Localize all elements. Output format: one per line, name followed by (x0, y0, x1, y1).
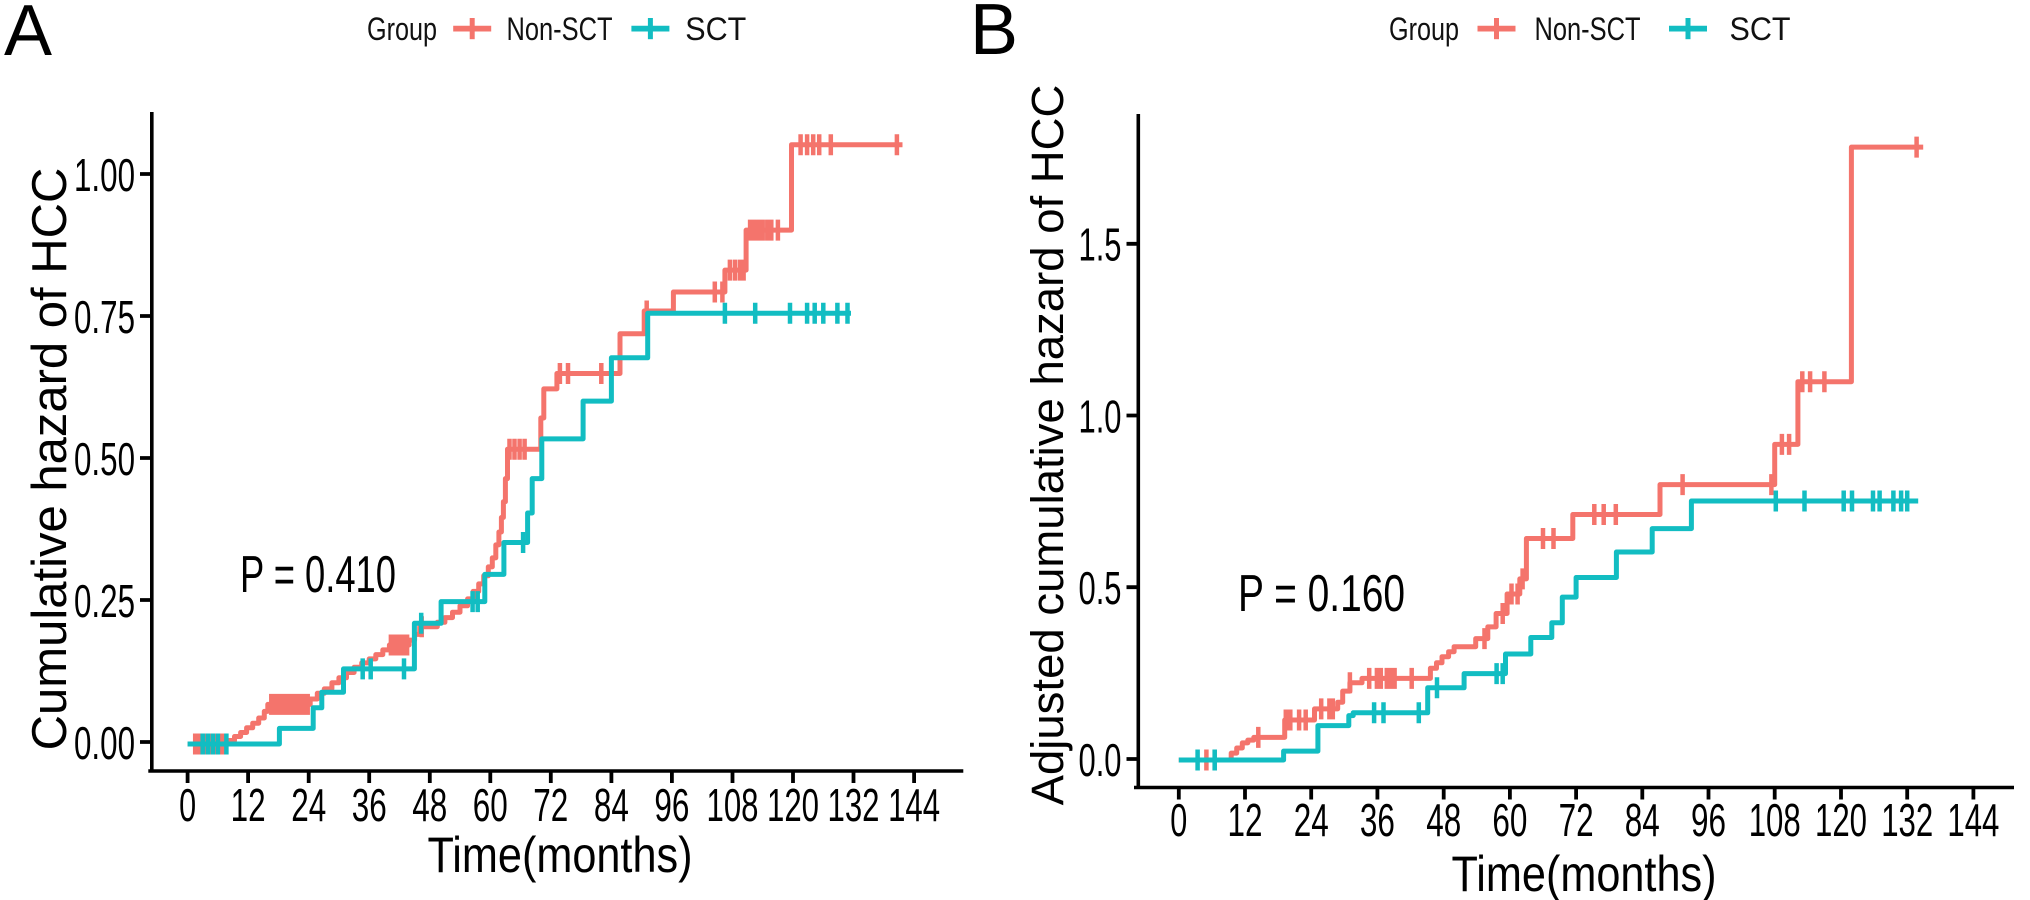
svg-text:0.5: 0.5 (1079, 562, 1122, 614)
svg-text:0.75: 0.75 (74, 291, 135, 343)
svg-text:Group: Group (367, 11, 437, 47)
svg-text:108: 108 (1749, 794, 1801, 846)
svg-text:Cumulative hazard of HCC: Cumulative hazard of HCC (23, 168, 77, 751)
svg-text:96: 96 (654, 779, 689, 831)
svg-text:Non-SCT: Non-SCT (507, 11, 613, 47)
svg-text:144: 144 (1947, 794, 1999, 846)
svg-text:120: 120 (1815, 794, 1867, 846)
svg-text:132: 132 (828, 779, 880, 831)
svg-text:B: B (970, 0, 1018, 70)
svg-text:0.00: 0.00 (74, 717, 135, 769)
svg-text:1.0: 1.0 (1079, 390, 1122, 442)
svg-text:0.25: 0.25 (74, 575, 135, 627)
svg-text:0.50: 0.50 (74, 433, 135, 485)
svg-text:A: A (4, 0, 52, 71)
svg-text:12: 12 (1228, 794, 1263, 846)
svg-text:Time(months): Time(months) (1452, 846, 1717, 900)
svg-text:P = 0.160: P = 0.160 (1238, 565, 1405, 623)
svg-text:132: 132 (1881, 794, 1933, 846)
svg-text:84: 84 (594, 779, 629, 831)
svg-text:1.00: 1.00 (74, 149, 135, 201)
svg-text:1.5: 1.5 (1079, 219, 1122, 271)
svg-text:36: 36 (352, 779, 387, 831)
svg-text:0.0: 0.0 (1079, 734, 1122, 786)
svg-text:SCT: SCT (685, 11, 746, 47)
svg-text:Adjusted cumulative hazard of: Adjusted cumulative hazard of HCC (1022, 85, 1073, 806)
svg-text:24: 24 (1294, 794, 1329, 846)
svg-text:P = 0.410: P = 0.410 (240, 546, 396, 604)
svg-text:144: 144 (888, 779, 940, 831)
svg-text:120: 120 (767, 779, 819, 831)
svg-text:72: 72 (1559, 794, 1594, 846)
svg-text:Group: Group (1389, 11, 1459, 47)
svg-text:36: 36 (1360, 794, 1395, 846)
svg-text:60: 60 (1492, 794, 1527, 846)
svg-text:72: 72 (533, 779, 568, 831)
svg-text:Non-SCT: Non-SCT (1535, 11, 1641, 47)
svg-text:108: 108 (707, 779, 759, 831)
svg-text:48: 48 (1426, 794, 1461, 846)
svg-text:24: 24 (291, 779, 326, 831)
svg-text:0: 0 (179, 779, 196, 831)
svg-text:SCT: SCT (1730, 11, 1791, 47)
svg-text:96: 96 (1691, 794, 1726, 846)
svg-text:60: 60 (473, 779, 508, 831)
svg-text:Time(months): Time(months) (428, 827, 693, 883)
svg-text:12: 12 (231, 779, 266, 831)
svg-text:0: 0 (1170, 794, 1187, 846)
svg-text:48: 48 (412, 779, 447, 831)
svg-text:84: 84 (1625, 794, 1660, 846)
